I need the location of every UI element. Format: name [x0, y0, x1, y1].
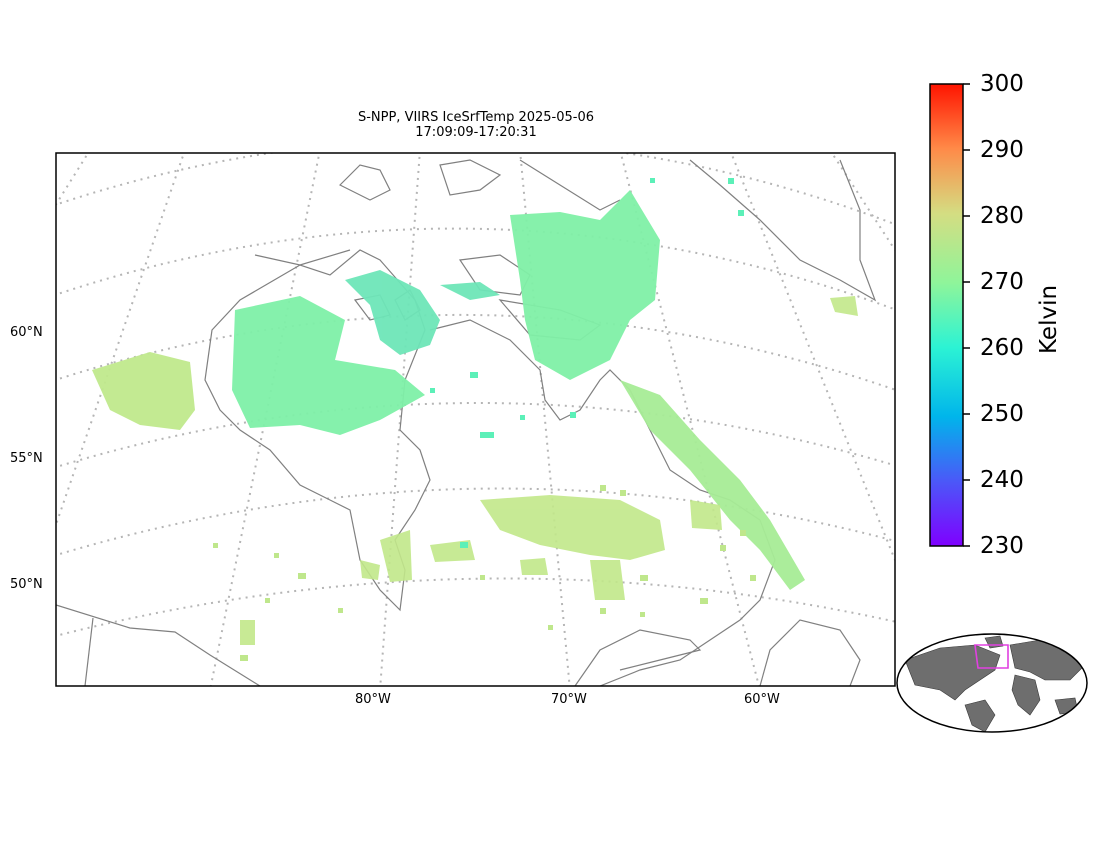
- data-region-baffin: [510, 190, 660, 380]
- data-region-labrador: [620, 380, 805, 590]
- data-region-quebec: [240, 296, 858, 645]
- colorbar-tick-280: 280: [980, 203, 1024, 229]
- colorbar-tick-240: 240: [980, 467, 1024, 493]
- ice-surface-temperature-data: [92, 178, 858, 661]
- map-frame: [55, 152, 896, 687]
- data-region-hudson-bay-west: [232, 296, 425, 435]
- lon-label-70w: 70°W: [551, 692, 587, 707]
- scattered-cold-pixels: [430, 178, 744, 548]
- colorbar-label: Kelvin: [1036, 284, 1062, 354]
- colorbar-tick-300: 300: [980, 71, 1024, 97]
- colorbar-tick-230: 230: [980, 533, 1024, 559]
- lat-label-50n: 50°N: [10, 577, 43, 592]
- scattered-pixels: [213, 485, 756, 661]
- colorbar-tick-260: 260: [980, 335, 1024, 361]
- data-region-hudson-strait: [345, 270, 500, 355]
- global-inset-map[interactable]: [896, 633, 1088, 733]
- lat-label-60n: 60°N: [10, 325, 43, 340]
- lon-label-80w: 80°W: [355, 692, 391, 707]
- colorbar-tick-250: 250: [980, 401, 1024, 427]
- map-title-line2: 17:09:09-17:20:31: [415, 125, 537, 140]
- map-panel[interactable]: [30, 140, 910, 690]
- map-title: S-NPP, VIIRS IceSrfTemp 2025-05-06 17:09…: [276, 110, 676, 140]
- colorbar-tick-270: 270: [980, 269, 1024, 295]
- map-title-line1: S-NPP, VIIRS IceSrfTemp 2025-05-06: [357, 110, 595, 125]
- lon-label-60w: 60°W: [744, 692, 780, 707]
- lat-label-55n: 55°N: [10, 451, 43, 466]
- colorbar-tick-290: 290: [980, 137, 1024, 163]
- colorbar: [929, 83, 970, 547]
- data-region-west-ontario: [92, 352, 195, 430]
